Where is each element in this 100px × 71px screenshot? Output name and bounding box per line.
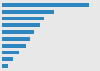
Bar bbox=[2, 23, 40, 27]
Bar bbox=[2, 44, 26, 48]
Bar bbox=[2, 30, 34, 34]
Bar bbox=[2, 51, 20, 54]
Bar bbox=[2, 64, 8, 68]
Bar bbox=[2, 10, 54, 13]
Bar bbox=[2, 17, 44, 20]
Bar bbox=[2, 37, 30, 41]
Bar bbox=[2, 3, 89, 7]
Bar bbox=[2, 58, 13, 61]
